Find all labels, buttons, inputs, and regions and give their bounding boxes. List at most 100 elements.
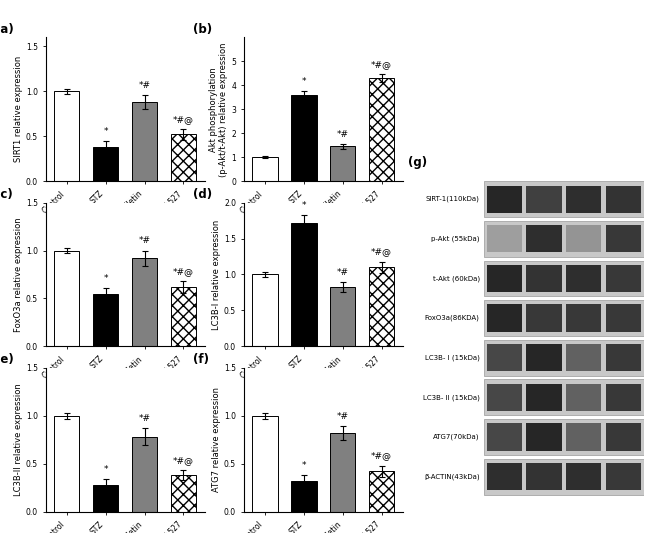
Bar	[93, 294, 118, 346]
Text: *: *	[302, 201, 306, 211]
Text: (f): (f)	[193, 353, 209, 366]
Bar	[526, 463, 562, 490]
Text: (d): (d)	[193, 188, 212, 201]
Text: *#@: *#@	[173, 456, 194, 465]
Bar	[606, 185, 641, 213]
Bar	[526, 344, 562, 372]
Bar	[369, 78, 395, 181]
Bar	[93, 147, 118, 181]
Bar	[132, 258, 157, 346]
Bar	[291, 95, 317, 181]
Bar	[132, 102, 157, 181]
Bar	[606, 304, 641, 332]
Text: SIRT-1(110kDa): SIRT-1(110kDa)	[426, 196, 480, 203]
Bar	[487, 423, 522, 451]
Bar	[132, 437, 157, 512]
Text: β-ACTIN(43kDa): β-ACTIN(43kDa)	[424, 473, 480, 480]
Bar	[566, 384, 601, 411]
Y-axis label: ATG7 relative expression: ATG7 relative expression	[212, 387, 221, 492]
Bar	[487, 344, 522, 372]
Text: *: *	[302, 461, 306, 470]
Bar	[54, 416, 79, 512]
Bar	[566, 423, 601, 451]
Text: *#: *#	[138, 81, 151, 90]
Y-axis label: LC3B-II relative expression: LC3B-II relative expression	[14, 383, 23, 496]
Bar	[566, 304, 601, 332]
Text: *: *	[103, 274, 108, 283]
Text: *#@: *#@	[371, 451, 392, 461]
Text: *#@: *#@	[173, 115, 194, 124]
Bar	[606, 423, 641, 451]
Text: *: *	[302, 77, 306, 85]
Bar	[330, 433, 356, 512]
Bar	[252, 157, 278, 181]
Text: (e): (e)	[0, 353, 13, 366]
Bar	[54, 91, 79, 181]
Text: t-Akt (60kDa): t-Akt (60kDa)	[432, 275, 480, 281]
Bar	[54, 251, 79, 346]
Y-axis label: FoxO3a relative expression: FoxO3a relative expression	[14, 217, 23, 332]
Bar	[566, 185, 601, 213]
Bar	[526, 265, 562, 292]
Bar	[487, 304, 522, 332]
Y-axis label: SIRT1 relative expression: SIRT1 relative expression	[14, 56, 23, 163]
Bar	[606, 225, 641, 253]
Text: *#: *#	[138, 414, 151, 423]
Bar	[171, 475, 196, 512]
Text: *#@: *#@	[173, 267, 194, 276]
Bar	[252, 416, 278, 512]
Text: (g): (g)	[408, 156, 427, 168]
Bar	[606, 384, 641, 411]
Bar	[566, 344, 601, 372]
Bar	[606, 344, 641, 372]
Bar	[171, 134, 196, 181]
Text: (b): (b)	[193, 23, 212, 36]
Text: *#@: *#@	[371, 247, 392, 256]
Bar	[487, 185, 522, 213]
Y-axis label: Akt phosphorylation
(p-Akt/t-Akt) relative expression: Akt phosphorylation (p-Akt/t-Akt) relati…	[209, 42, 228, 176]
Text: *: *	[103, 127, 108, 136]
Text: *#: *#	[337, 269, 349, 277]
Text: LC3B- II (15kDa): LC3B- II (15kDa)	[422, 394, 480, 401]
Bar	[369, 268, 395, 346]
Text: *#: *#	[337, 412, 349, 421]
Bar	[606, 265, 641, 292]
Bar	[484, 261, 644, 296]
Bar	[484, 221, 644, 257]
Text: *: *	[103, 465, 108, 474]
Bar	[291, 481, 317, 512]
Bar	[484, 181, 644, 217]
Bar	[526, 423, 562, 451]
Bar	[93, 485, 118, 512]
Bar	[252, 274, 278, 346]
Bar	[484, 419, 644, 455]
Text: LC3B- I (15kDa): LC3B- I (15kDa)	[425, 354, 480, 361]
Bar	[171, 287, 196, 346]
Bar	[526, 384, 562, 411]
Bar	[330, 147, 356, 181]
Text: (c): (c)	[0, 188, 12, 201]
Bar	[291, 223, 317, 346]
Y-axis label: LC3B-I relative expression: LC3B-I relative expression	[212, 220, 221, 329]
Bar	[330, 287, 356, 346]
Bar	[566, 265, 601, 292]
Text: (a): (a)	[0, 23, 13, 36]
Text: *#: *#	[138, 237, 151, 246]
Bar	[566, 463, 601, 490]
Bar	[526, 304, 562, 332]
Bar	[484, 379, 644, 415]
Bar	[484, 459, 644, 495]
Text: *#: *#	[337, 130, 349, 139]
Bar	[487, 463, 522, 490]
Bar	[526, 185, 562, 213]
Bar	[606, 463, 641, 490]
Bar	[484, 340, 644, 376]
Bar	[369, 471, 395, 512]
Bar	[526, 225, 562, 253]
Bar	[484, 300, 644, 336]
Bar	[487, 384, 522, 411]
Text: ATG7(70kDa): ATG7(70kDa)	[433, 434, 480, 440]
Bar	[566, 225, 601, 253]
Bar	[487, 265, 522, 292]
Text: *#@: *#@	[371, 60, 392, 69]
